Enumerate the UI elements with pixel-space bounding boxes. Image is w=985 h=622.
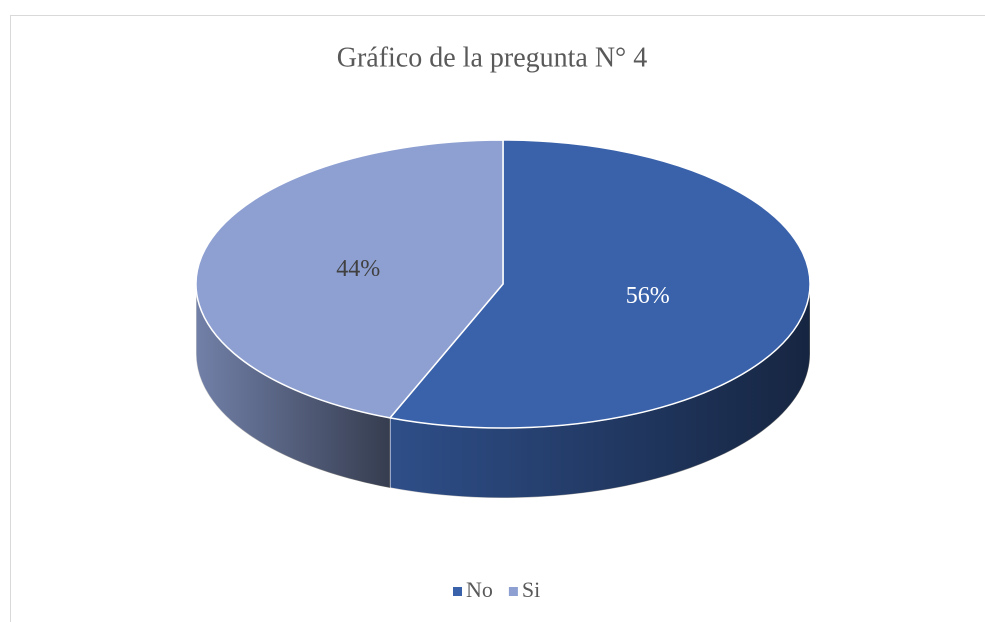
slice: [195, 139, 504, 419]
legend-label: Si: [522, 577, 540, 602]
chart-title: Gráfico de la pregunta N° 4: [337, 42, 648, 73]
slice-side-shade: [196, 284, 390, 488]
data-label: 56%: [626, 283, 670, 309]
legend-swatch: [453, 587, 462, 596]
slice: [388, 139, 811, 429]
legend-swatch: [508, 587, 518, 596]
slice-side-shade: [389, 284, 810, 499]
legend-label: No: [466, 577, 493, 602]
data-label: 44%: [336, 256, 380, 282]
